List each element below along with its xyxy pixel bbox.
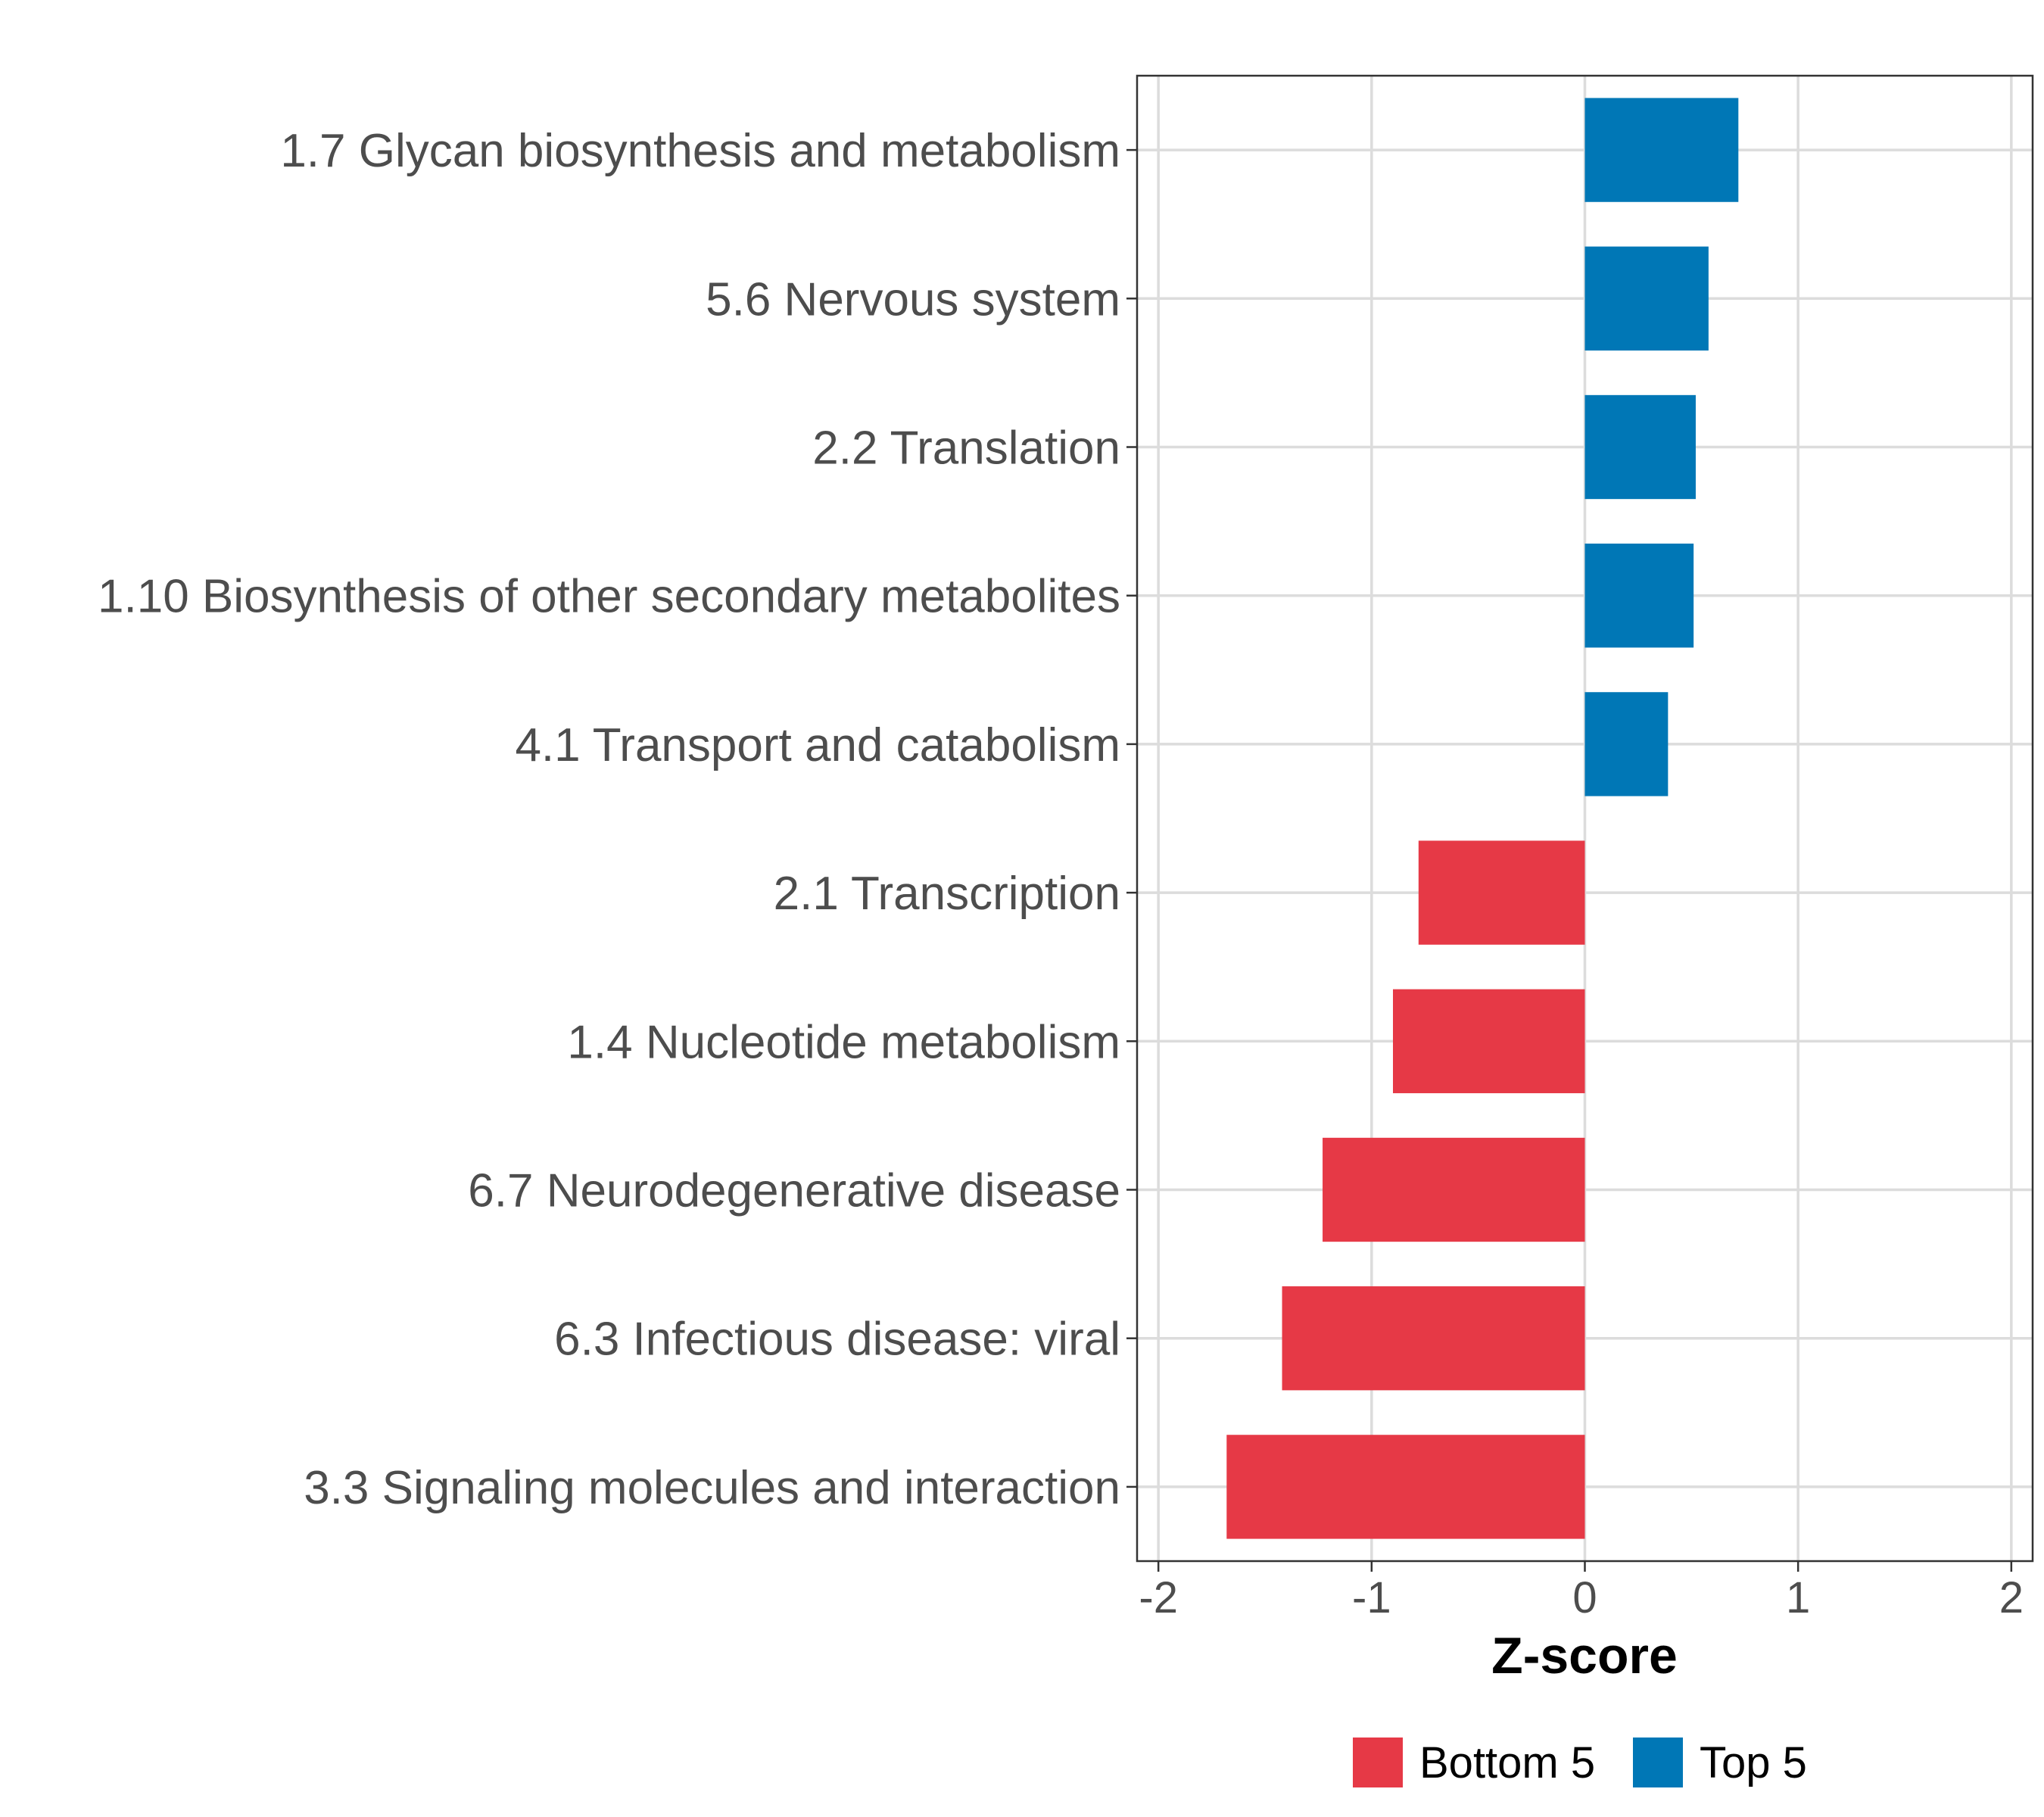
x-tick-label-2: 0 <box>1572 1573 1597 1622</box>
y-axis: 1.7 Glycan biosynthesis and metabolism 5.… <box>98 125 1137 1514</box>
x-axis-title: Z-score <box>1491 1627 1678 1685</box>
bar-9 <box>1226 1435 1585 1539</box>
bar-7 <box>1323 1137 1585 1242</box>
category-label-5: 2.1 Transcription <box>774 868 1120 920</box>
bar-0 <box>1584 98 1739 202</box>
bar-6 <box>1393 989 1585 1093</box>
legend-key-0 <box>1353 1738 1403 1787</box>
bars <box>1226 98 1739 1539</box>
category-label-3: 1.10 Biosynthesis of other secondary met… <box>98 571 1120 623</box>
bar-4 <box>1584 692 1669 796</box>
category-label-9: 3.3 Signaling molecules and interaction <box>304 1462 1120 1514</box>
x-axis: -2 -1 0 1 2 <box>1139 1561 2024 1622</box>
x-tick-label-1: -1 <box>1352 1573 1391 1622</box>
x-tick-label-3: 1 <box>1786 1573 1810 1622</box>
category-label-6: 1.4 Nucleotide metabolism <box>567 1016 1120 1068</box>
x-tick-label-0: -2 <box>1139 1573 1178 1622</box>
category-label-0: 1.7 Glycan biosynthesis and metabolism <box>280 125 1120 177</box>
legend: Bottom 5 Top 5 <box>1353 1738 1807 1787</box>
bar-5 <box>1418 840 1585 945</box>
category-label-1: 5.6 Nervous system <box>706 273 1120 326</box>
category-label-8: 6.3 Infectious disease: viral <box>554 1314 1120 1366</box>
bar-1 <box>1584 246 1709 351</box>
legend-label-0: Bottom 5 <box>1419 1738 1595 1787</box>
x-tick-label-4: 2 <box>1999 1573 2024 1622</box>
category-label-2: 2.2 Translation <box>812 422 1120 475</box>
bar-2 <box>1584 394 1696 500</box>
category-label-7: 6.7 Neurodegenerative disease <box>468 1165 1120 1217</box>
category-label-4: 4.1 Transport and catabolism <box>515 719 1120 771</box>
bar-8 <box>1282 1286 1585 1391</box>
legend-label-1: Top 5 <box>1700 1738 1807 1787</box>
bar-3 <box>1584 544 1694 648</box>
legend-key-1 <box>1633 1738 1683 1787</box>
